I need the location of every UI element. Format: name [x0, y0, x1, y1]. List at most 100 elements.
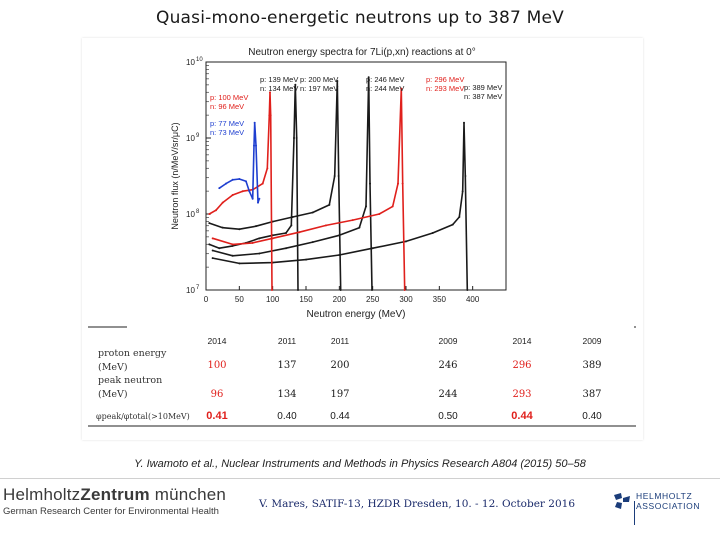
series-line: [212, 122, 469, 291]
series-point: [339, 289, 342, 291]
table-year: 2014: [513, 336, 532, 346]
cell-ratio: 0.50: [438, 411, 458, 422]
series-point: [365, 205, 367, 208]
series-point: [293, 137, 295, 139]
series-point: [451, 223, 454, 226]
series-point: [208, 243, 211, 246]
series-point: [351, 219, 354, 222]
cell-proton-energy: 137: [277, 360, 296, 371]
table-year: 2009: [439, 336, 458, 346]
series-point: [208, 222, 211, 225]
row-label-peak-unit: (MeV): [98, 389, 128, 400]
series-point: [257, 201, 259, 204]
series-point: [369, 182, 371, 185]
series-point: [291, 216, 294, 219]
series-point: [251, 241, 254, 244]
row-label-proton-energy: proton energy: [98, 348, 167, 359]
series-point: [231, 178, 234, 181]
helmholtz-emblem-icon: [614, 493, 630, 509]
series-point: [358, 226, 361, 229]
peak-label-proton: p: 77 MeV: [210, 119, 244, 128]
peak-label-neutron: n: 134 MeV: [260, 84, 298, 93]
cell-peak-neutron: 244: [438, 389, 457, 400]
chart-title: Neutron energy spectra for 7Li(p,xn) rea…: [248, 47, 475, 58]
series-point: [311, 211, 314, 214]
series-point: [238, 262, 241, 265]
peak-label-proton: p: 246 MeV: [366, 75, 404, 84]
series-point: [245, 180, 247, 183]
x-axis-label: Neutron energy (MeV): [307, 309, 406, 320]
footer: HelmholtzZentrum münchen German Research…: [0, 478, 720, 541]
logo-word-muenchen: münchen: [149, 485, 227, 504]
cell-peak-neutron: 96: [211, 389, 224, 400]
series-point: [266, 167, 269, 170]
series-point: [253, 144, 255, 147]
series-point: [258, 237, 261, 240]
cell-proton-energy: 100: [207, 360, 226, 371]
series-point: [218, 187, 221, 190]
series-point: [248, 190, 251, 193]
series-point: [218, 247, 221, 250]
series-point: [391, 205, 394, 208]
series-point: [466, 289, 469, 291]
peak-label-neutron: n: 96 MeV: [210, 102, 244, 111]
neutron-spectra-chart: Neutron energy spectra for 7Li(p,xn) rea…: [88, 47, 636, 427]
cell-peak-neutron: 134: [277, 389, 296, 400]
row-label-proton-unit: (MeV): [98, 362, 128, 373]
x-tick-label: 150: [299, 295, 313, 304]
table-year: 2011: [278, 336, 297, 346]
association-text: HELMHOLTZ ASSOCIATION: [636, 491, 700, 511]
y-tick-exponent: 7: [196, 285, 200, 291]
cell-peak-neutron: 387: [582, 389, 601, 400]
helmholtz-zentrum-logo[interactable]: HelmholtzZentrum münchen German Research…: [3, 485, 226, 517]
series-point: [241, 190, 244, 193]
series-point: [371, 247, 374, 250]
series-point: [371, 289, 373, 291]
cell-proton-energy: 389: [582, 360, 601, 371]
series-point: [297, 289, 299, 291]
series-point: [400, 87, 403, 90]
series-line: [209, 80, 342, 291]
series-point: [336, 80, 339, 82]
series-point: [238, 228, 241, 231]
series-line: [209, 83, 299, 291]
series-point: [231, 194, 234, 196]
y-tick-label: 10: [186, 58, 195, 67]
series-point: [337, 175, 340, 177]
series-point: [298, 231, 301, 234]
slide-title: Quasi-mono-energetic neutrons up to 387 …: [155, 8, 565, 28]
x-tick-label: 200: [333, 295, 347, 304]
peak-label-neutron: n: 244 MeV: [366, 84, 404, 93]
peak-label-proton: p: 100 MeV: [210, 93, 248, 102]
cell-ratio: 0.41: [206, 410, 227, 422]
y-tick-exponent: 9: [196, 133, 200, 139]
series-point: [464, 175, 467, 177]
cell-ratio: 0.40: [277, 411, 297, 422]
table-year: 2009: [583, 336, 602, 346]
peak-label-neutron: n: 73 MeV: [210, 128, 244, 137]
series-point: [294, 83, 297, 86]
association-line-1: HELMHOLTZ: [636, 491, 693, 501]
peak-label-proton: p: 200 MeV: [300, 75, 338, 84]
series-point: [211, 257, 214, 260]
citation: Y. Iwamoto et al., Nuclear Instruments a…: [134, 458, 586, 470]
series-point: [225, 182, 227, 185]
series-point: [431, 232, 434, 234]
peak-label-neutron: n: 387 MeV: [464, 92, 502, 101]
series-point: [401, 182, 404, 185]
logo-word-helmholtz: Helmholtz: [3, 485, 81, 504]
helmholtz-association-logo[interactable]: HELMHOLTZ ASSOCIATION: [612, 491, 699, 525]
table-year: 2011: [331, 336, 350, 346]
series-point: [405, 240, 407, 243]
peak-label-proton: p: 139 MeV: [260, 75, 298, 84]
x-tick-label: 0: [204, 295, 209, 304]
series-point: [285, 232, 287, 234]
series-point: [231, 243, 234, 246]
x-tick-label: 300: [399, 295, 413, 304]
series-point: [269, 91, 271, 94]
peak-label-proton: p: 389 MeV: [464, 83, 502, 92]
series-point: [258, 197, 261, 200]
series-point: [338, 254, 341, 257]
series-point: [211, 249, 214, 252]
cell-ratio: 0.40: [582, 411, 602, 422]
